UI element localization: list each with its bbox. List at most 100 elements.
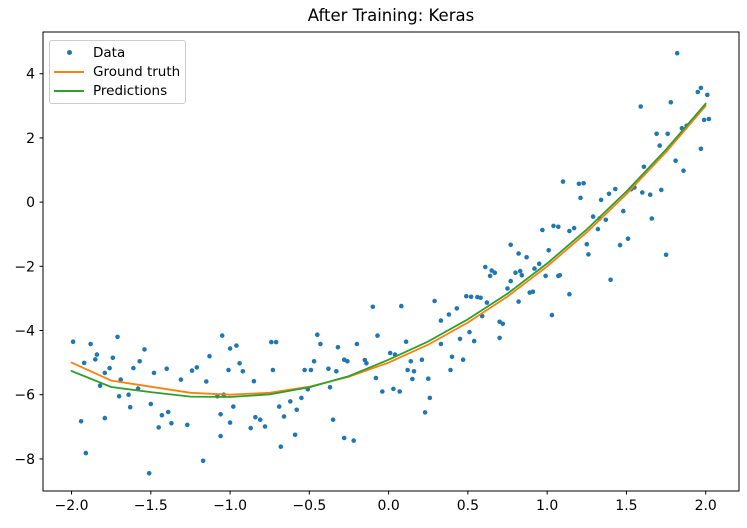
- scatter-point: [659, 187, 664, 193]
- scatter-point: [516, 251, 521, 256]
- scatter-point: [97, 383, 103, 389]
- scatter-point: [464, 293, 469, 299]
- scatter-point: [185, 422, 190, 428]
- scatter-point: [299, 395, 304, 401]
- scatter-point: [391, 386, 396, 392]
- ground-truth-line-icon: [54, 70, 84, 73]
- scatter-point: [640, 190, 645, 195]
- scatter-point: [380, 389, 385, 394]
- scatter-point: [467, 329, 472, 335]
- scatter-point: [78, 419, 84, 424]
- scatter-point: [334, 369, 339, 374]
- x-tick-label: −1.5: [134, 498, 168, 514]
- scatter-point: [102, 370, 108, 376]
- scatter-point: [695, 89, 701, 95]
- scatter-point: [426, 376, 431, 382]
- scatter-point: [262, 424, 268, 429]
- scatter-point: [647, 192, 653, 197]
- scatter-point: [164, 366, 169, 372]
- scatter-point: [330, 417, 336, 423]
- plot-spines: [42, 31, 740, 492]
- scatter-point: [169, 421, 174, 426]
- legend-item-predictions: Predictions: [50, 82, 185, 101]
- scatter-point: [231, 404, 236, 409]
- scatter-point: [127, 404, 133, 410]
- legend-label-predictions: Predictions: [93, 83, 168, 100]
- y-axis: −8 −6 −4 −2 0 2 4: [14, 67, 43, 468]
- predictions-line: [70, 102, 707, 398]
- scatter-point: [701, 117, 707, 123]
- scatter-point: [578, 195, 583, 201]
- scatter-point: [422, 410, 428, 415]
- scatter-point: [584, 241, 590, 247]
- scatter-point: [492, 270, 498, 276]
- scatter-point: [457, 336, 463, 342]
- scatter-point: [115, 334, 120, 340]
- x-tick-label: 0.5: [457, 498, 479, 514]
- scatter-point: [94, 352, 100, 357]
- scatter-point: [159, 412, 165, 418]
- scatter-point: [705, 92, 710, 98]
- scatter-point: [88, 341, 93, 347]
- scatter-point: [83, 450, 89, 456]
- scatter-point: [131, 365, 136, 371]
- scatter-point: [560, 179, 566, 184]
- scatter-point: [375, 333, 380, 338]
- scatter-point: [156, 425, 161, 430]
- scatter-point: [508, 278, 513, 284]
- scatter-point: [165, 409, 171, 415]
- scatter-point: [543, 273, 548, 279]
- scatter-point: [479, 313, 485, 319]
- scatter-point: [269, 339, 274, 345]
- scatter-point: [505, 286, 510, 291]
- x-tick-label: 1.0: [536, 498, 558, 514]
- scatter-point: [194, 365, 200, 370]
- y-tick-label: 0: [26, 195, 35, 211]
- scatter-point: [500, 321, 506, 327]
- scatter-point: [567, 228, 572, 234]
- x-tick-label: 1.5: [615, 498, 637, 514]
- scatter-point: [595, 226, 601, 232]
- scatter-point: [674, 50, 680, 56]
- scatter-point: [315, 332, 320, 338]
- y-tick-label: −2: [14, 259, 35, 275]
- scatter-point: [508, 242, 513, 248]
- scatter-point: [116, 394, 122, 399]
- scatter-point: [354, 341, 360, 347]
- scatter-point: [189, 368, 195, 373]
- scatter-point: [581, 180, 586, 186]
- scatter-point: [427, 395, 433, 401]
- scatter-point: [146, 471, 152, 476]
- scatter-point: [93, 357, 98, 362]
- scatter-point: [270, 367, 276, 373]
- scatter-point: [288, 399, 293, 404]
- scatter-point: [148, 401, 154, 407]
- scatter-point: [608, 277, 613, 283]
- scatter-point: [226, 367, 231, 373]
- scatter-point: [142, 347, 147, 352]
- scatter-point: [218, 433, 223, 439]
- scatter-point: [227, 420, 233, 425]
- scatter-point: [81, 360, 87, 366]
- legend: Data Ground truth Predictions: [49, 40, 186, 104]
- predictions-line-icon: [54, 90, 84, 93]
- legend-item-ground-truth: Ground truth: [50, 62, 185, 81]
- scatter-point: [70, 339, 76, 345]
- scatter-point: [598, 197, 604, 203]
- scatter-point: [446, 312, 452, 317]
- y-tick-label: −8: [14, 452, 35, 468]
- scatter-point: [292, 432, 298, 438]
- scatter-point: [698, 85, 704, 91]
- scatter-point: [207, 353, 212, 359]
- scatter-point: [318, 341, 323, 347]
- x-tick-label: −2.0: [55, 498, 89, 514]
- scatter-point: [532, 266, 537, 271]
- scatter-point: [638, 104, 643, 109]
- scatter-point: [524, 254, 529, 260]
- scatter-point: [665, 131, 670, 137]
- scatter-point: [557, 273, 563, 278]
- scatter-point: [234, 343, 239, 348]
- ground-truth-line: [70, 104, 707, 396]
